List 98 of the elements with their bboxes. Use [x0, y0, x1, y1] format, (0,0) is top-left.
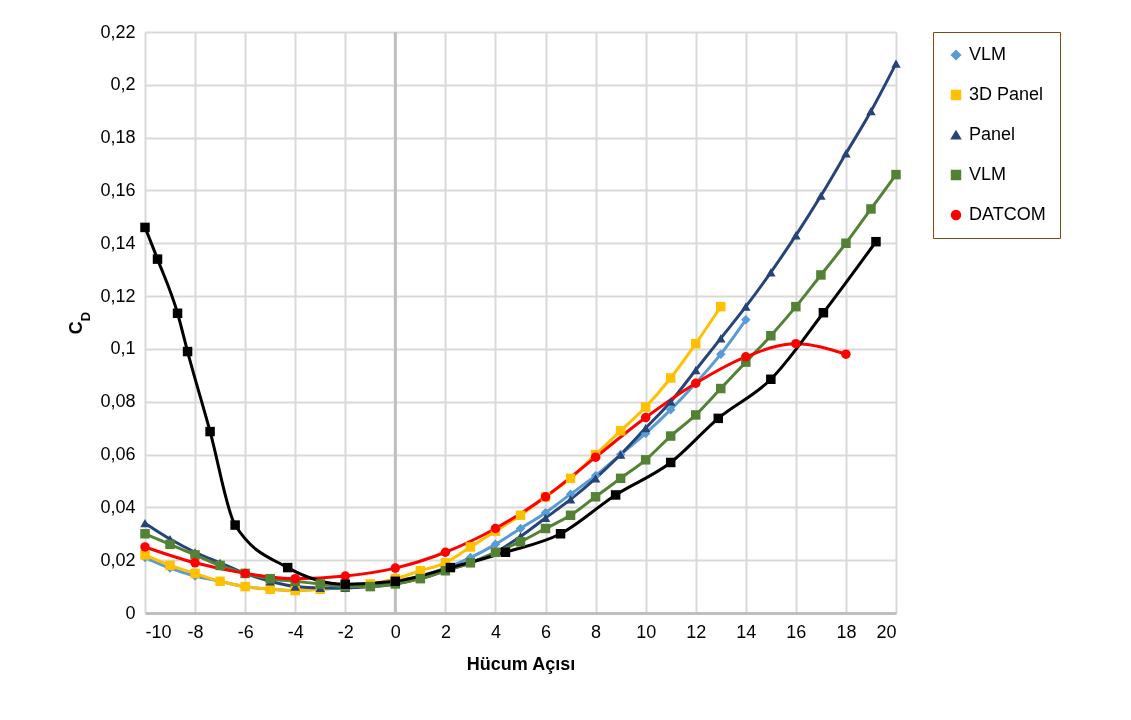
point	[465, 542, 476, 552]
y-tick-label: 0,02	[100, 549, 136, 570]
point	[445, 562, 456, 573]
point	[140, 529, 150, 539]
x-tick-label: -6	[237, 621, 254, 642]
point	[665, 431, 676, 441]
point	[766, 374, 776, 385]
y-tick-label: 0,08	[100, 391, 136, 412]
point	[555, 529, 566, 539]
point	[440, 547, 451, 557]
point	[230, 520, 240, 530]
point	[841, 149, 851, 158]
point	[640, 412, 651, 423]
point	[791, 338, 801, 349]
x-tick-label: -8	[187, 621, 204, 642]
legend-label: 3D Panel	[969, 84, 1044, 104]
point	[165, 539, 175, 550]
y-tick-label: 0,16	[100, 179, 136, 200]
x-tick-label: 20	[876, 621, 897, 642]
point	[140, 222, 150, 233]
y-tick-label: 0,18	[100, 127, 136, 148]
point	[690, 410, 701, 420]
point	[866, 107, 876, 116]
point	[640, 424, 651, 433]
point	[615, 473, 626, 484]
x-tick-label: 6	[541, 621, 552, 642]
point	[690, 365, 701, 375]
point	[500, 547, 511, 557]
point	[540, 523, 551, 534]
point	[515, 510, 526, 521]
point	[590, 492, 601, 502]
x-tick-label: -10	[145, 621, 172, 642]
legend-label: DATCOM	[969, 204, 1046, 224]
point	[152, 254, 163, 264]
point	[140, 519, 150, 528]
x-tick-label: 0	[390, 621, 401, 642]
point	[315, 579, 325, 589]
point	[665, 457, 676, 468]
point	[640, 455, 651, 465]
point	[741, 352, 751, 362]
x-tick-label: 4	[490, 621, 501, 642]
x-tick-label: 12	[686, 621, 707, 642]
point	[841, 238, 851, 249]
point	[791, 301, 801, 312]
point	[172, 308, 183, 318]
x-tick-label: 18	[836, 621, 857, 642]
point	[713, 413, 724, 424]
point	[515, 536, 526, 547]
point	[282, 562, 293, 573]
y-tick-label: 0	[125, 602, 136, 623]
x-tick-label: 8	[591, 621, 602, 642]
x-axis-title: Hücum Açısı	[466, 653, 576, 674]
point	[610, 490, 621, 500]
point	[741, 315, 751, 325]
legend-label: VLM	[969, 44, 1007, 64]
point	[140, 542, 150, 552]
point	[716, 383, 726, 394]
y-tick-label: 0,2	[110, 74, 136, 95]
point	[816, 270, 826, 280]
point	[565, 510, 576, 521]
point	[766, 330, 776, 341]
y-tick-label: 0,14	[100, 232, 136, 253]
y-tick-label: 0,1	[110, 338, 136, 359]
point	[716, 349, 726, 359]
point	[741, 302, 751, 311]
point	[265, 573, 275, 584]
point	[866, 204, 876, 214]
x-tick-label: 10	[636, 621, 657, 642]
point	[891, 169, 901, 180]
x-tick-label: 2	[440, 621, 451, 642]
y-tick-label: 0,12	[100, 285, 136, 306]
point	[182, 346, 193, 357]
point	[871, 236, 881, 247]
x-tick-label: 16	[786, 621, 807, 642]
x-tick-label: -2	[337, 621, 354, 642]
legend-label: Panel	[969, 124, 1016, 144]
point	[640, 402, 651, 412]
point	[215, 560, 225, 571]
point	[716, 301, 726, 312]
point	[190, 558, 200, 568]
point	[841, 349, 851, 359]
legend-label: VLM	[969, 164, 1007, 184]
y-tick-label: 0,06	[100, 444, 136, 465]
point	[891, 59, 901, 68]
point	[205, 426, 215, 437]
point	[615, 426, 626, 436]
point	[818, 307, 829, 318]
point	[690, 338, 701, 349]
y-tick-label: 0,22	[100, 21, 136, 42]
point	[565, 473, 576, 484]
x-tick-label: 14	[736, 621, 757, 642]
x-tick-label: -4	[287, 621, 304, 642]
point	[665, 404, 676, 415]
point	[665, 397, 676, 406]
point	[665, 373, 676, 383]
point	[390, 563, 401, 573]
point	[816, 191, 826, 200]
y-tick-label: 0,04	[100, 496, 136, 517]
